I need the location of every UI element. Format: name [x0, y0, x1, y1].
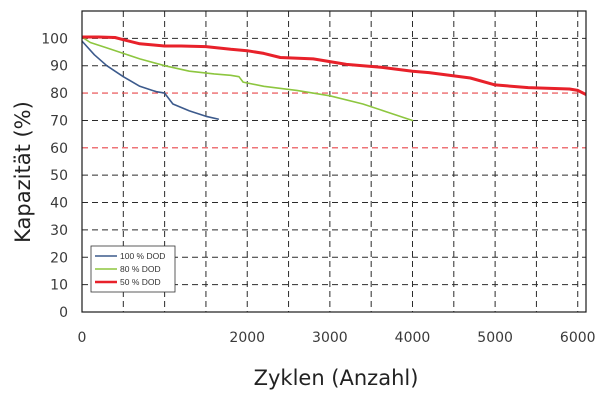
y-tick-label: 20 — [50, 250, 68, 266]
y-axis-title: Kapazität (%) — [11, 101, 35, 243]
x-tick-label: 2000 — [229, 330, 265, 346]
y-tick-label: 50 — [50, 168, 68, 184]
legend-label-1: 100 % DOD — [120, 251, 165, 261]
reference-lines — [82, 92, 586, 149]
y-tick-label: 40 — [50, 196, 68, 212]
x-tick-label: 0 — [78, 330, 87, 346]
x-tick-labels: 0 2000 3000 4000 5000 6000 — [78, 330, 596, 346]
y-tick-label: 30 — [50, 223, 68, 239]
legend-label-3: 50 % DOD — [120, 277, 161, 287]
y-tick-label: 60 — [50, 141, 68, 157]
series-line-3 — [82, 35, 586, 97]
series-line-2 — [82, 36, 414, 122]
legend: 100 % DOD 80 % DOD 50 % DOD — [90, 245, 176, 293]
x-tick-label: 6000 — [560, 330, 596, 346]
y-tick-label: 80 — [50, 86, 68, 102]
y-tick-label: 100 — [41, 31, 68, 47]
plot-frame — [81, 10, 587, 313]
x-tick-label: 5000 — [477, 330, 513, 346]
legend-label-2: 80 % DOD — [120, 264, 161, 274]
x-tick-label: 4000 — [395, 330, 431, 346]
y-tick-label: 90 — [50, 59, 68, 75]
x-axis-title: Zyklen (Anzahl) — [254, 366, 419, 390]
series-line-1 — [82, 40, 220, 120]
y-tick-label: 70 — [50, 113, 68, 129]
series-lines — [82, 35, 586, 122]
y-tick-label: 0 — [59, 305, 68, 321]
y-tick-label: 10 — [50, 278, 68, 294]
y-tick-labels: 0 10 20 30 40 50 60 70 80 90 100 — [41, 31, 68, 321]
x-tick-label: 3000 — [312, 330, 348, 346]
